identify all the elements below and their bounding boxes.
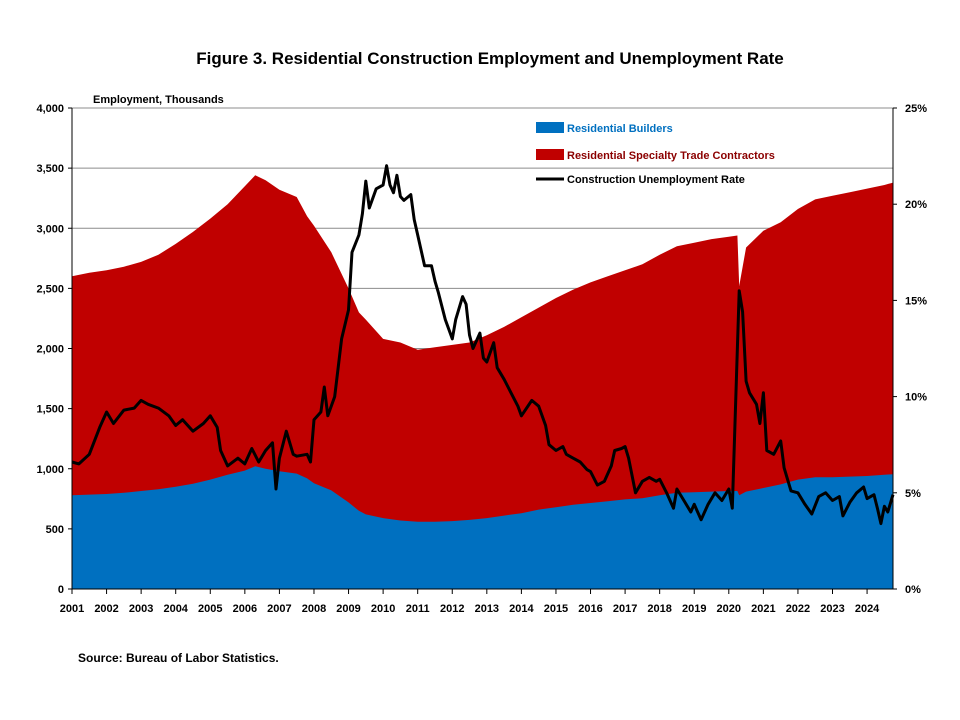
y-left-tick-label: 1,000 xyxy=(36,464,64,476)
y-left-tick-label: 3,000 xyxy=(36,223,64,235)
x-tick-label: 2023 xyxy=(820,603,844,615)
legend-swatch-residential-specialty-trade-contractors xyxy=(536,149,564,160)
axes: 0 500 1,000 1,500 2,000 2,500 3,000 3,500 4,000 0… xyxy=(36,103,927,615)
x-tick-label: 2012 xyxy=(440,603,464,615)
plot-areas xyxy=(72,175,893,590)
legend-label-residential-builders: Residential Builders xyxy=(567,123,673,135)
x-tick-label: 2008 xyxy=(302,603,326,615)
y-left-tick-label: 3,500 xyxy=(36,163,64,175)
x-tick-label: 2018 xyxy=(647,603,671,615)
x-tick-label: 2024 xyxy=(855,603,880,615)
y-right-tick-label: 15% xyxy=(905,295,927,307)
source-note: Source: Bureau of Labor Statistics. xyxy=(78,651,279,665)
y-left-tick-label: 2,500 xyxy=(36,283,64,295)
x-tick-label: 2021 xyxy=(751,603,775,615)
legend: Residential Builders Residential Specialt… xyxy=(536,122,775,186)
x-tick-label: 2013 xyxy=(475,603,499,615)
x-tick-label: 2022 xyxy=(786,603,810,615)
area-residential-builders xyxy=(72,466,893,589)
legend-swatch-residential-builders xyxy=(536,122,564,133)
x-tick-label: 2017 xyxy=(613,603,637,615)
legend-label-residential-specialty-trade-contractors: Residential Specialty Trade Contractors xyxy=(567,150,775,162)
y-right-tick-label: 20% xyxy=(905,199,927,211)
x-tick-label: 2010 xyxy=(371,603,395,615)
x-tick-label: 2019 xyxy=(682,603,706,615)
x-tick-label: 2002 xyxy=(94,603,118,615)
y-left-tick-label: 2,000 xyxy=(36,344,64,356)
x-tick-label: 2001 xyxy=(60,603,84,615)
x-tick-label: 2007 xyxy=(267,603,291,615)
y-left-tick-label: 500 xyxy=(46,524,64,536)
x-tick-label: 2016 xyxy=(578,603,602,615)
x-tick-label: 2014 xyxy=(509,603,534,615)
x-tick-label: 2009 xyxy=(336,603,360,615)
x-tick-label: 2015 xyxy=(544,603,568,615)
x-tick-label: 2005 xyxy=(198,603,222,615)
legend-label-construction-unemployment-rate: Construction Unemployment Rate xyxy=(567,174,745,186)
y-right-tick-label: 10% xyxy=(905,392,927,404)
line-construction-unemployment-rate xyxy=(71,164,895,526)
x-tick-label: 2006 xyxy=(233,603,257,615)
y-right-tick-label: 0% xyxy=(905,584,921,596)
y-right-tick-label: 5% xyxy=(905,488,921,500)
x-tick-label: 2011 xyxy=(406,603,430,615)
x-tick-label: 2003 xyxy=(129,603,153,615)
y-left-tick-label: 1,500 xyxy=(36,404,64,416)
y-left-tick-label: 0 xyxy=(58,584,64,596)
y-right-tick-label: 25% xyxy=(905,103,927,115)
plot-lines xyxy=(71,164,895,526)
y-axis-left-title: Employment, Thousands xyxy=(93,94,224,106)
chart-title: Figure 3. Residential Construction Emplo… xyxy=(196,49,784,68)
y-left-tick-label: 4,000 xyxy=(36,103,64,115)
x-tick-label: 2020 xyxy=(717,603,741,615)
x-tick-label: 2004 xyxy=(163,603,188,615)
